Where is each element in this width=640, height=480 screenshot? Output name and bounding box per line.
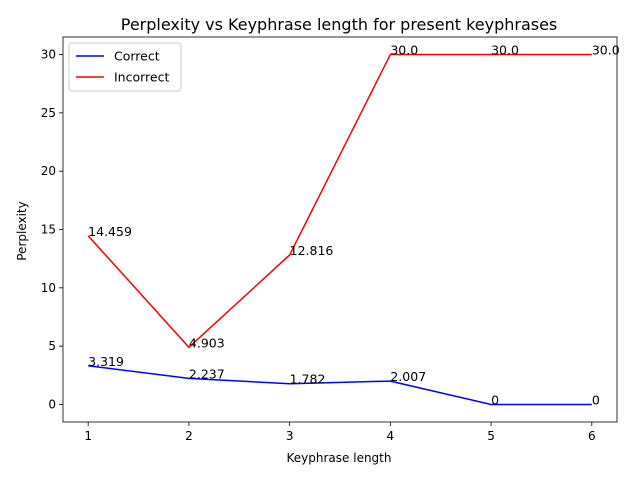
x-tick-label: 1: [84, 429, 92, 443]
data-label: 1.782: [290, 372, 326, 387]
data-labels: 3.319 2.237 1.782 2.007 0 0 14.459 4.903 12.816 3…: [88, 43, 620, 408]
legend-label: Correct: [114, 49, 160, 64]
legend: Correct Incorrect: [68, 42, 182, 92]
series-line-correct: [88, 365, 592, 406]
y-tick-label: 20: [41, 164, 56, 178]
data-label: 0: [592, 393, 600, 408]
y-tick-label: 10: [41, 281, 56, 295]
x-tick-label: 5: [487, 429, 495, 443]
x-tick-label: 3: [286, 429, 294, 443]
x-tick-label: 6: [588, 429, 596, 443]
y-tick-label: 0: [48, 398, 56, 412]
data-label: 2.007: [390, 369, 426, 384]
y-axis-label: Perplexity: [15, 201, 29, 261]
plot-frame: [62, 36, 618, 423]
y-tick-label: 25: [41, 106, 56, 120]
series-line-incorrect: [87, 53, 592, 349]
chart-title: Perplexity vs Keyphrase length for prese…: [121, 15, 558, 34]
x-axis-label: Keyphrase length: [287, 451, 392, 465]
y-tick-label: 15: [41, 223, 56, 237]
y-axis: 0 5 10 15 20 25 30: [41, 48, 63, 412]
data-label: 3.319: [88, 354, 124, 369]
data-label: 30.0: [390, 43, 418, 58]
plot-area: [62, 36, 618, 423]
y-tick-label: 30: [41, 48, 56, 62]
data-label: 30.0: [592, 43, 620, 58]
x-axis: 1 2 3 4 5 6: [84, 422, 596, 443]
x-tick-label: 4: [387, 429, 395, 443]
legend-label: Incorrect: [114, 70, 169, 85]
data-label: 4.903: [189, 335, 225, 350]
series-lines: [87, 53, 592, 406]
data-label: 0: [491, 393, 499, 408]
legend-box: [68, 42, 182, 92]
y-tick-label: 5: [48, 339, 56, 353]
data-label: 30.0: [491, 43, 519, 58]
data-label: 12.816: [290, 243, 334, 258]
x-tick-label: 2: [185, 429, 193, 443]
data-label: 14.459: [88, 224, 132, 239]
data-label: 2.237: [189, 366, 225, 381]
